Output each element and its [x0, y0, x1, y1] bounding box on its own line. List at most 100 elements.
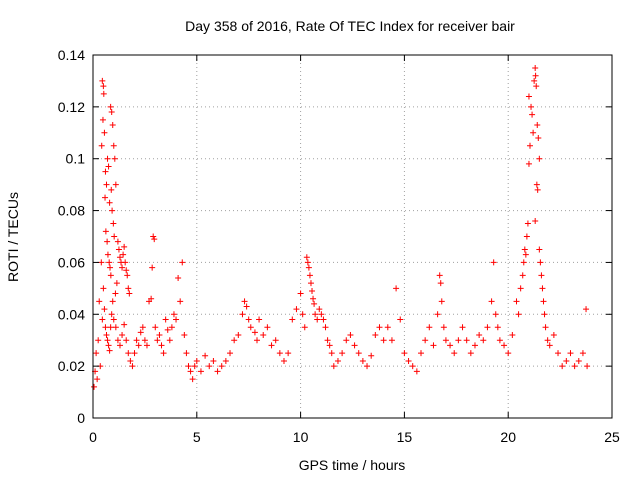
data-point	[422, 337, 429, 344]
data-point	[515, 311, 522, 318]
data-point	[492, 311, 499, 318]
data-point	[102, 194, 109, 201]
data-point	[103, 332, 110, 339]
data-point	[105, 163, 112, 170]
data-point	[193, 357, 200, 364]
data-point	[143, 342, 150, 349]
data-point	[104, 337, 111, 344]
data-point	[222, 357, 229, 364]
data-point	[455, 337, 462, 344]
data-point	[127, 357, 134, 364]
y-tick-label: 0.14	[58, 47, 85, 63]
y-tick-label: 0.04	[58, 306, 85, 322]
data-point	[99, 77, 106, 84]
data-point	[175, 274, 182, 281]
data-point	[123, 267, 130, 274]
plot-frame	[92, 54, 613, 419]
data-point	[235, 332, 242, 339]
data-point	[154, 337, 161, 344]
y-tick-label: 0.06	[58, 254, 85, 270]
data-point	[100, 285, 107, 292]
chart-title: Day 358 of 2016, Rate Of TEC Index for r…	[185, 18, 515, 34]
data-point	[156, 332, 163, 339]
data-point	[241, 298, 248, 305]
data-point	[351, 342, 358, 349]
data-point	[108, 186, 115, 193]
data-point	[173, 316, 180, 323]
data-point	[563, 357, 570, 364]
data-point	[524, 220, 531, 227]
data-point	[158, 342, 165, 349]
data-point	[343, 337, 350, 344]
data-point	[368, 352, 375, 359]
data-point	[571, 363, 578, 370]
data-point	[102, 324, 109, 331]
data-point	[112, 324, 119, 331]
data-point	[534, 122, 541, 129]
data-point	[102, 228, 109, 235]
data-point	[101, 306, 108, 313]
data-point	[243, 303, 250, 310]
data-point	[380, 337, 387, 344]
data-point	[94, 376, 101, 383]
data-point	[111, 233, 118, 240]
data-point	[105, 342, 112, 349]
data-point	[114, 337, 121, 344]
data-point	[533, 181, 540, 188]
data-point	[264, 324, 271, 331]
data-point	[119, 264, 126, 271]
data-point	[239, 311, 246, 318]
data-point	[397, 316, 404, 323]
data-point	[122, 259, 129, 266]
data-point	[137, 329, 144, 336]
data-point	[114, 238, 121, 245]
data-point	[95, 337, 102, 344]
data-point	[108, 109, 115, 116]
data-point	[534, 186, 541, 193]
data-point	[191, 363, 198, 370]
data-point	[328, 350, 335, 357]
data-point	[149, 264, 156, 271]
data-point	[309, 287, 316, 294]
data-point	[304, 259, 311, 266]
grid-lines	[93, 55, 612, 418]
data-point	[480, 337, 487, 344]
data-point	[584, 363, 591, 370]
data-point	[113, 280, 120, 287]
data-point	[101, 129, 108, 136]
data-point	[567, 350, 574, 357]
data-point	[324, 337, 331, 344]
data-point	[326, 342, 333, 349]
data-point	[185, 363, 192, 370]
data-point	[301, 324, 308, 331]
data-point	[372, 332, 379, 339]
data-point	[538, 272, 545, 279]
data-point	[463, 337, 470, 344]
data-point	[530, 129, 537, 136]
data-point	[505, 350, 512, 357]
data-point	[96, 298, 103, 305]
data-point	[525, 160, 532, 167]
data-point	[532, 217, 539, 224]
data-point	[168, 324, 175, 331]
data-point	[496, 337, 503, 344]
data-point	[532, 64, 539, 71]
data-point	[529, 111, 536, 118]
data-point	[102, 168, 109, 175]
data-point	[334, 357, 341, 364]
data-point	[525, 93, 532, 100]
data-point	[99, 116, 106, 123]
data-point	[177, 298, 184, 305]
data-point	[141, 337, 148, 344]
data-point	[109, 298, 116, 305]
y-axis-label: ROTI / TECUs	[5, 192, 21, 282]
data-point	[438, 298, 445, 305]
data-point	[531, 77, 538, 84]
data-point	[316, 306, 323, 313]
data-point	[384, 324, 391, 331]
data-point	[164, 326, 171, 333]
data-point	[112, 181, 119, 188]
data-point	[124, 272, 131, 279]
data-point	[181, 332, 188, 339]
